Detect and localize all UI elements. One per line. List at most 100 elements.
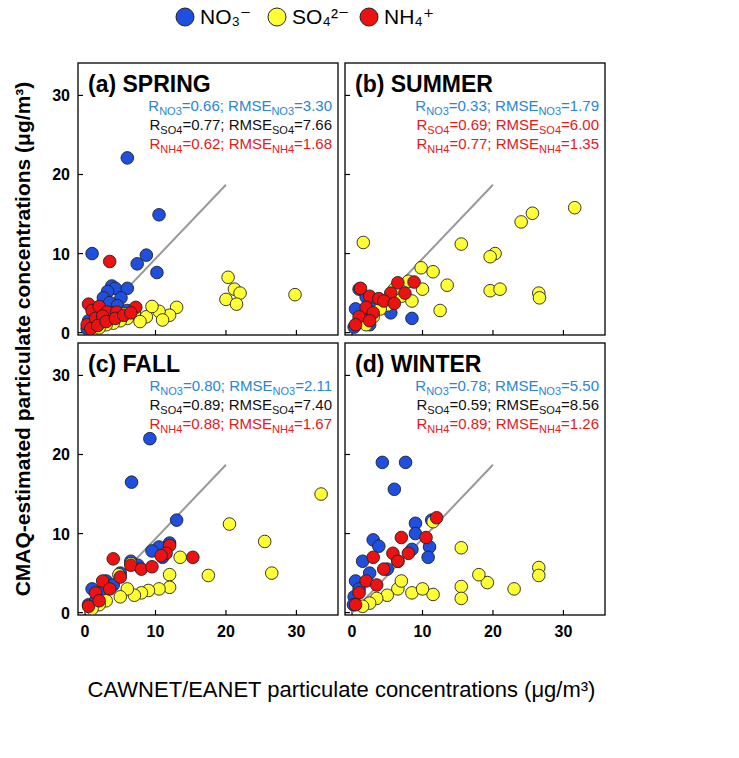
point <box>93 594 106 607</box>
stat-text: NH4 <box>539 143 561 155</box>
y-tick-label: 20 <box>52 166 70 183</box>
stat-text: =1.68 <box>294 135 332 152</box>
plot-frame <box>345 343 605 615</box>
y-tick-label: 10 <box>52 246 70 263</box>
stat-annotation: RNH4=0.89; RMSENH4=1.26 <box>417 415 599 435</box>
data-area <box>81 152 301 335</box>
point <box>363 314 376 327</box>
point <box>434 304 447 317</box>
point <box>153 209 166 222</box>
stat-text: =0.66; RMSE <box>182 97 272 114</box>
reference-line <box>85 465 226 613</box>
x-tick <box>563 330 564 335</box>
point <box>107 553 120 566</box>
point <box>422 551 435 564</box>
point <box>568 201 581 214</box>
point <box>388 483 401 496</box>
plot-frame <box>78 343 338 615</box>
panel: 0102030(a) SPRINGRNO3=0.66; RMSENO3=3.30… <box>52 63 338 342</box>
point <box>86 247 99 260</box>
y-tick <box>345 612 350 613</box>
legend-label: NH₄⁺ <box>384 5 434 28</box>
panel-title: (c) FALL <box>88 351 180 377</box>
y-tick <box>345 533 350 534</box>
stat-text: NH4 <box>160 143 182 155</box>
point <box>131 258 144 271</box>
stat-annotation: RNO3=0.33; RMSENO3=1.79 <box>415 97 599 117</box>
point <box>125 476 138 489</box>
x-tick-label: 20 <box>217 623 235 640</box>
stat-text: NO3 <box>271 105 294 117</box>
y-axis-label: CMAQ-estimated particulate concentration… <box>11 82 34 597</box>
point <box>455 541 468 554</box>
point <box>376 456 389 469</box>
stat-text: NO3 <box>538 105 561 117</box>
x-tick <box>422 330 423 335</box>
point <box>357 236 370 249</box>
point <box>353 587 366 600</box>
x-tick-label: 20 <box>484 623 502 640</box>
stat-text: R <box>150 135 161 152</box>
point <box>473 568 486 581</box>
plot-frame <box>78 63 338 335</box>
x-tick-label: 10 <box>147 623 165 640</box>
stat-annotation: RSO4=0.59; RMSESO4=8.56 <box>417 396 599 416</box>
stat-annotation: RNH4=0.62; RMSENH4=1.68 <box>150 135 332 155</box>
panel: (b) SUMMERRNO3=0.33; RMSENO3=1.79RSO4=0.… <box>345 63 605 335</box>
y-tick <box>78 454 83 455</box>
y-tick-label: 30 <box>52 367 70 384</box>
y-tick <box>345 253 350 254</box>
legend-label: NO₃⁻ <box>200 5 251 28</box>
x-tick <box>225 330 226 335</box>
point <box>508 583 521 596</box>
point <box>103 255 116 268</box>
point <box>526 207 539 220</box>
point <box>202 569 215 582</box>
y-tick-label: 10 <box>52 526 70 543</box>
legend-swatch <box>360 8 378 26</box>
point <box>146 300 159 313</box>
point <box>399 456 412 469</box>
stat-text: NH4 <box>272 423 294 435</box>
stat-text: =0.77; RMSE <box>182 116 272 133</box>
stat-text: SO4 <box>539 404 561 416</box>
point <box>515 216 528 229</box>
legend-label: SO₄²⁻ <box>292 5 349 28</box>
stat-text: SO4 <box>539 124 561 136</box>
data-area <box>82 432 327 615</box>
stat-text: NH4 <box>272 143 294 155</box>
y-tick <box>78 533 83 534</box>
stat-text: R <box>417 135 428 152</box>
stat-text: NO3 <box>160 385 183 397</box>
point <box>349 598 362 611</box>
x-tick-label: 0 <box>348 623 357 640</box>
x-tick-label: 30 <box>288 623 306 640</box>
y-tick <box>78 375 83 376</box>
point <box>420 531 433 544</box>
point <box>187 551 200 564</box>
point <box>455 238 468 251</box>
x-tick <box>296 610 297 615</box>
point <box>151 266 164 279</box>
point <box>174 551 187 564</box>
point <box>430 511 443 524</box>
stat-text: SO4 <box>160 124 182 136</box>
point <box>455 580 468 593</box>
point <box>367 551 380 564</box>
y-tick-label: 20 <box>52 446 70 463</box>
panel-title: (d) WINTER <box>355 351 482 377</box>
point <box>163 568 176 581</box>
stat-text: SO4 <box>272 404 294 416</box>
point <box>406 312 419 325</box>
stat-text: =0.88; RMSE <box>182 415 272 432</box>
data-area <box>348 185 581 334</box>
x-tick <box>155 330 156 335</box>
stat-text: =7.66 <box>294 116 332 133</box>
point <box>377 563 390 576</box>
point <box>415 261 428 274</box>
stat-text: =1.26 <box>561 415 599 432</box>
panel: 01020300102030(c) FALLRNO3=0.80; RMSENO3… <box>52 343 338 640</box>
point <box>373 540 386 553</box>
x-tick <box>225 610 226 615</box>
y-tick-label: 30 <box>52 87 70 104</box>
